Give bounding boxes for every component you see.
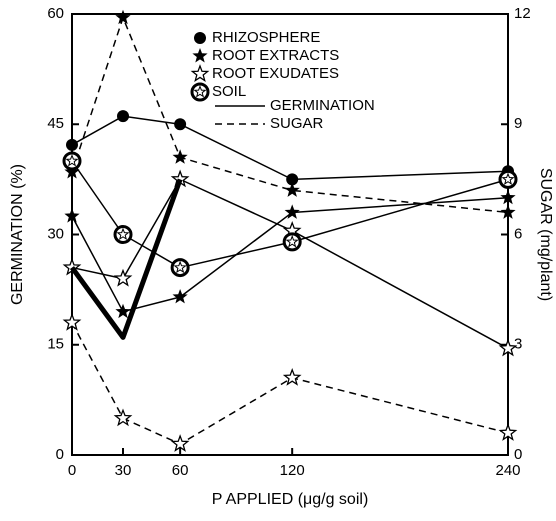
legend-label: ROOT EXUDATES [212, 65, 339, 82]
marker [115, 303, 131, 319]
marker [282, 232, 302, 252]
marker [500, 189, 516, 205]
x-tick-label: 30 [115, 462, 132, 479]
marker-star [65, 154, 79, 167]
marker-star [501, 172, 515, 185]
y-tick-label: 45 [47, 115, 64, 132]
marker [500, 204, 516, 219]
marker [115, 9, 131, 25]
y-tick-label: 60 [47, 5, 64, 22]
marker [194, 32, 206, 44]
legend-label: RHIZOSPHERE [212, 29, 320, 46]
marker [113, 225, 133, 244]
marker [117, 110, 130, 123]
x-tick-label: 0 [68, 462, 76, 479]
marker [113, 268, 133, 287]
marker [170, 258, 190, 278]
marker [286, 173, 299, 186]
marker-star [173, 260, 187, 274]
marker [174, 118, 187, 131]
y2-tick-label: 3 [514, 336, 522, 353]
marker [284, 204, 300, 219]
y2-tick-label: 9 [514, 115, 522, 132]
marker [62, 312, 82, 331]
marker [64, 208, 80, 223]
x-axis-label: P APPLIED (μg/g soil) [212, 491, 369, 508]
legend-label: SOIL [212, 83, 246, 100]
marker-star [285, 234, 299, 248]
legend-label: SUGAR [270, 115, 324, 132]
marker [498, 169, 518, 189]
marker [170, 434, 190, 452]
y2-tick-label: 0 [514, 446, 522, 463]
marker [192, 48, 208, 63]
marker [498, 423, 518, 441]
legend-label: GERMINATION [270, 97, 375, 114]
marker [172, 149, 188, 164]
y-tick-label: 30 [47, 225, 64, 242]
marker [282, 367, 302, 386]
y-tick-label: 15 [47, 336, 64, 353]
marker-star [116, 227, 130, 241]
x-tick-label: 60 [172, 462, 189, 479]
marker [172, 289, 188, 304]
x-tick-label: 120 [280, 462, 305, 479]
y2-axis-label: SUGAR (mg/plant) [537, 168, 554, 301]
marker [284, 182, 300, 197]
marker [190, 82, 210, 102]
marker [62, 151, 82, 171]
series-line [69, 178, 183, 340]
marker [498, 338, 518, 357]
y-tick-label: 0 [56, 446, 64, 463]
legend-label: ROOT EXTRACTS [212, 47, 339, 64]
marker-star [193, 85, 207, 98]
y-axis-label: GERMINATION (%) [9, 164, 26, 305]
marker [113, 408, 133, 427]
y2-tick-label: 12 [514, 5, 531, 22]
series-line [71, 178, 509, 350]
marker [66, 138, 78, 151]
x-tick-label: 240 [495, 462, 520, 479]
marker [64, 164, 80, 179]
y2-tick-label: 6 [514, 225, 522, 242]
marker [190, 64, 210, 82]
